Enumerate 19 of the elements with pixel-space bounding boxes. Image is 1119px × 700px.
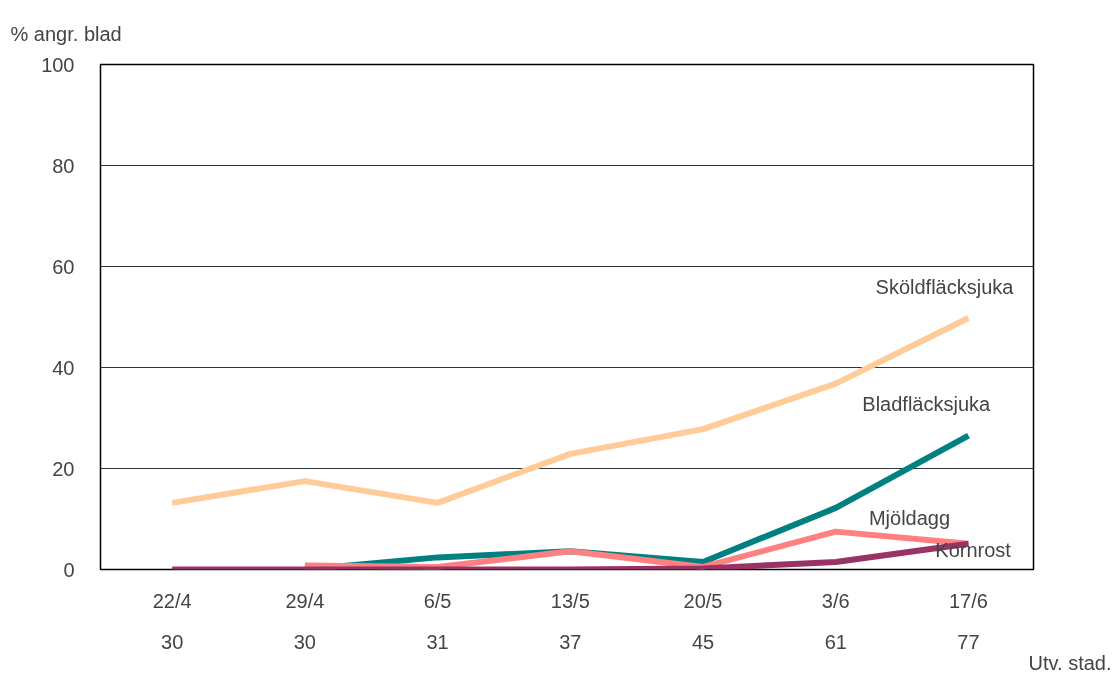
series-label: Sköldfläcksjuka: [875, 275, 1015, 298]
y-tick-label: 20: [52, 457, 75, 480]
category-label: 22/4 30: [152, 589, 192, 653]
x-axis-title: Utv. stad.: [1028, 651, 1112, 674]
category-label: 17/6 77: [949, 589, 988, 653]
y-tick-label: 60: [52, 255, 75, 278]
y-tick-label: 40: [52, 356, 75, 379]
series-label: Bladfläcksjuka: [862, 393, 992, 416]
y-axis-title: % angr. blad: [10, 22, 122, 45]
series-label: Mjöldagg: [868, 506, 951, 529]
y-tick-label: 100: [41, 53, 75, 76]
series-label: Kornrost: [935, 539, 1012, 562]
y-tick-label: 80: [52, 154, 75, 177]
category-label: 20/5 45: [683, 589, 723, 653]
y-tick-label: 0: [63, 558, 75, 581]
category-label: 13/5 37: [550, 589, 590, 653]
category-label: 29/4 30: [285, 589, 325, 653]
category-label: 3/6 61: [821, 589, 850, 653]
category-label: 6/5 31: [423, 589, 452, 653]
